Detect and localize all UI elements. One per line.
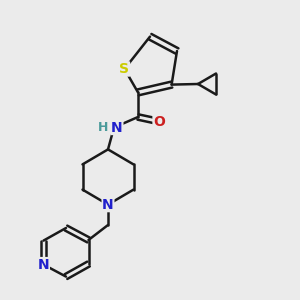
Text: H: H [98,121,109,134]
Text: S: S [119,62,130,76]
Text: N: N [111,121,123,134]
Text: N: N [38,258,49,272]
Text: N: N [102,198,114,212]
Text: O: O [153,115,165,128]
